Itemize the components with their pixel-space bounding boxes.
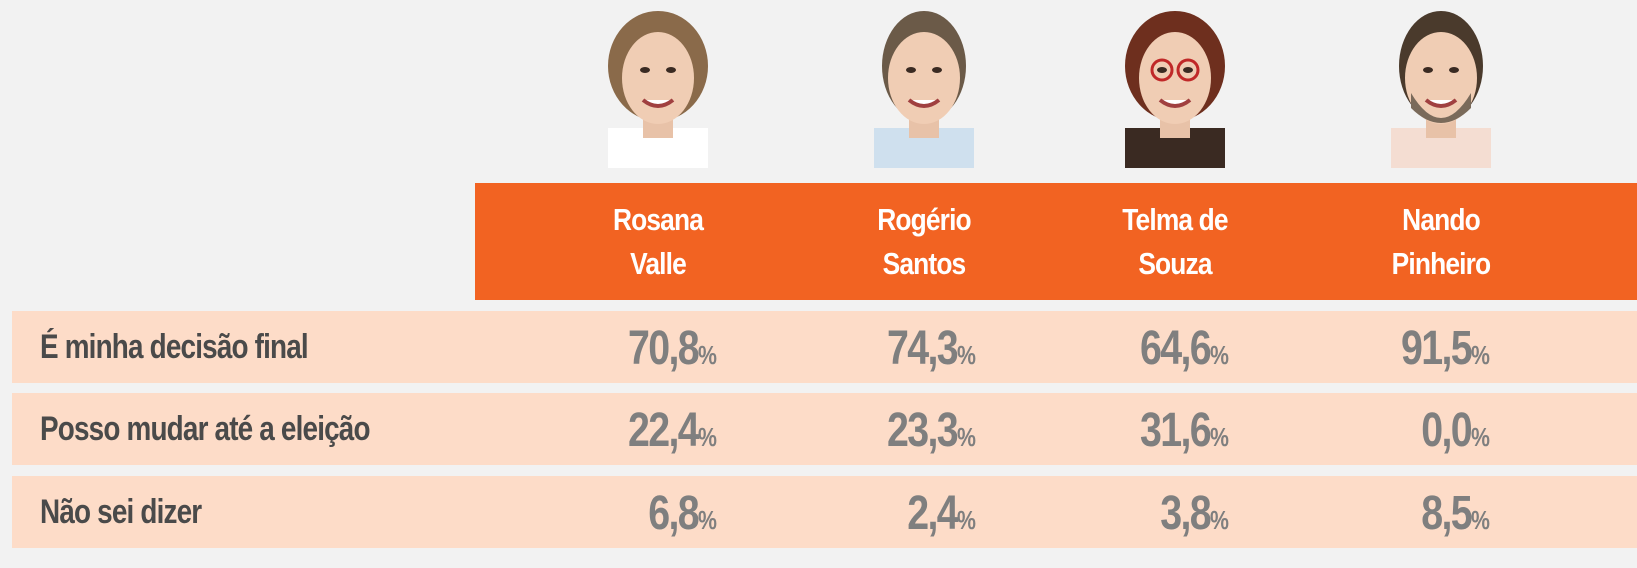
value-number: 23,3 (887, 404, 957, 457)
value-unit: % (1471, 505, 1490, 535)
value-number: 64,6 (1140, 322, 1210, 375)
cell-value: 70,8% (553, 311, 717, 393)
value-unit: % (957, 422, 976, 452)
value-number: 70,8 (628, 322, 698, 375)
candidate-name: Souza (1090, 242, 1260, 286)
value-unit: % (1210, 505, 1229, 535)
value-unit: % (1210, 340, 1229, 370)
cell-value: 2,4% (812, 476, 976, 558)
candidate-name: Pinheiro (1356, 242, 1526, 286)
portrait (593, 8, 723, 168)
row-label: Posso mudar até a eleição (40, 393, 370, 465)
value-unit: % (698, 505, 717, 535)
value-number: 6,8 (648, 487, 698, 540)
candidate-name: Telma de (1090, 198, 1260, 242)
cell-value: 91,5% (1326, 311, 1490, 393)
cell-value: 3,8% (1065, 476, 1229, 558)
value-unit: % (1471, 422, 1490, 452)
cell-value: 0,0% (1326, 393, 1490, 475)
value-unit: % (698, 422, 717, 452)
value-number: 2,4 (907, 487, 957, 540)
cell-value: 74,3% (812, 311, 976, 393)
value-number: 74,3 (887, 322, 957, 375)
cell-value: 8,5% (1326, 476, 1490, 558)
portrait (1110, 8, 1240, 168)
value-number: 3,8 (1160, 487, 1210, 540)
value-number: 8,5 (1421, 487, 1471, 540)
cell-value: 23,3% (812, 393, 976, 475)
cell-value: 64,6% (1065, 311, 1229, 393)
value-number: 22,4 (628, 404, 698, 457)
value-number: 31,6 (1140, 404, 1210, 457)
value-unit: % (698, 340, 717, 370)
candidate-name: Nando (1356, 198, 1526, 242)
cell-value: 31,6% (1065, 393, 1229, 475)
value-unit: % (957, 505, 976, 535)
candidate-name: Rosana (573, 198, 743, 242)
value-unit: % (1210, 422, 1229, 452)
portrait (1376, 8, 1506, 168)
cell-value: 22,4% (553, 393, 717, 475)
value-unit: % (957, 340, 976, 370)
cell-value: 6,8% (553, 476, 717, 558)
candidate-name: Rogério (839, 198, 1009, 242)
row-label: Não sei dizer (40, 476, 201, 548)
value-number: 91,5 (1401, 322, 1471, 375)
candidate-name: Valle (573, 242, 743, 286)
page: (() => { const data = JSON.parse(documen… (0, 0, 1637, 568)
row-label: É minha decisão final (40, 311, 308, 383)
value-unit: % (1471, 340, 1490, 370)
value-number: 0,0 (1421, 404, 1471, 457)
candidate-name: Santos (839, 242, 1009, 286)
portrait (859, 8, 989, 168)
